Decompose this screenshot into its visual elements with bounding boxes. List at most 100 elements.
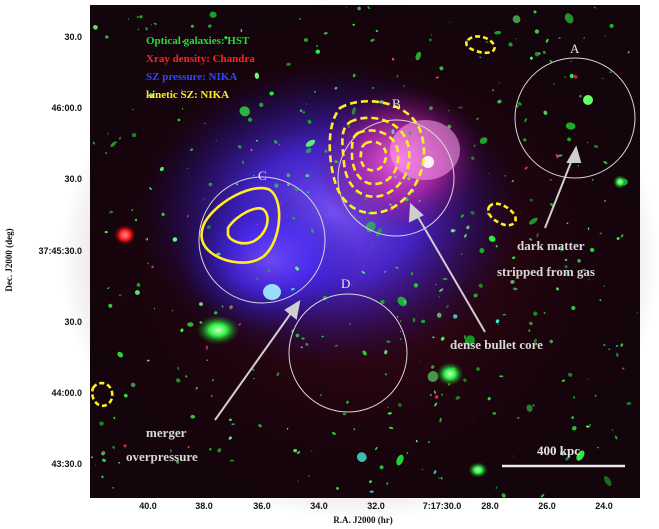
ksz-contour-b-2 (341, 116, 411, 198)
galaxy-speck (353, 428, 356, 431)
galaxy-speck (221, 305, 224, 308)
galaxy-speck (386, 340, 391, 343)
galaxy-speck (295, 333, 300, 338)
galaxy-speck (113, 416, 116, 420)
galaxy-speck (526, 404, 533, 412)
galaxy-speck (171, 309, 174, 312)
galaxy-speck (299, 109, 303, 113)
galaxy-speck (254, 72, 260, 79)
galaxy-speck (150, 24, 152, 26)
galaxy-speck (303, 38, 309, 42)
galaxy-speck (323, 32, 328, 35)
galaxy-speck (391, 129, 395, 135)
galaxy-speck (235, 183, 239, 186)
y-tick-label: 30.0 (64, 32, 82, 42)
galaxy-speck (211, 394, 213, 398)
arrow-dark-matter (544, 151, 576, 229)
galaxy-speck (364, 196, 369, 201)
ksz-contour-c-outer (200, 186, 281, 264)
galaxy-speck (146, 237, 149, 241)
galaxy-speck (588, 278, 590, 281)
galaxy-speck (396, 74, 399, 78)
galaxy-speck (585, 425, 590, 428)
galaxy-speck (599, 232, 603, 235)
bright-galaxy (196, 315, 240, 345)
galaxy-speck (421, 469, 424, 470)
galaxy-speck (601, 77, 604, 79)
galaxy-speck (308, 475, 310, 477)
galaxy-speck (375, 29, 379, 33)
x-tick-label: 24.0 (595, 501, 613, 511)
galaxy-speck (356, 452, 367, 462)
galaxy-speck (101, 458, 107, 462)
legend-optical: Optical galaxies: HST (146, 35, 250, 47)
galaxy-speck (134, 218, 138, 222)
galaxy-speck (495, 319, 500, 324)
galaxy-speck (497, 99, 502, 104)
galaxy-speck (159, 166, 164, 172)
galaxy-speck (636, 311, 638, 314)
galaxy-speck (396, 454, 404, 466)
y-tick-label: 43:30.0 (51, 459, 82, 469)
galaxy-speck (577, 165, 580, 167)
galaxy-speck (379, 465, 384, 470)
galaxy-speck (583, 36, 585, 40)
galaxy-speck (146, 359, 150, 362)
galaxy-speck (517, 102, 522, 106)
galaxy-speck (472, 417, 474, 419)
x-tick-label: 32.0 (367, 501, 385, 511)
galaxy-speck (603, 285, 605, 288)
galaxy-speck (415, 440, 418, 443)
galaxy-speck (93, 24, 98, 30)
galaxy-speck (315, 49, 321, 54)
galaxy-speck (533, 10, 537, 14)
galaxy-speck (305, 103, 308, 105)
x-tick-label: 7:17:30.0 (423, 501, 462, 511)
region-circle-a (514, 57, 636, 179)
galaxy-speck (136, 15, 140, 19)
galaxy-speck (302, 111, 306, 114)
galaxy-speck (101, 451, 106, 456)
galaxy-speck (224, 36, 228, 40)
galaxy-speck (523, 138, 527, 142)
bright-galaxy (436, 362, 464, 386)
galaxy-speck (123, 393, 128, 398)
galaxy-speck (564, 265, 568, 269)
galaxy-speck (208, 24, 212, 28)
galaxy-speck (228, 418, 232, 422)
galaxy-speck (569, 73, 574, 79)
galaxy-speck (510, 280, 515, 284)
galaxy-speck (501, 493, 506, 498)
x-tick-label: 28.0 (481, 501, 499, 511)
galaxy-speck (389, 203, 392, 206)
galaxy-speck (397, 296, 407, 307)
galaxy-speck (334, 86, 338, 90)
galaxy-speck (478, 283, 483, 288)
galaxy-speck (512, 455, 514, 457)
galaxy-speck (292, 217, 296, 220)
y-tick-label: 44:00.0 (51, 388, 82, 398)
galaxy-speck (609, 71, 612, 73)
galaxy-speck (418, 199, 421, 202)
galaxy-speck (565, 457, 569, 461)
galaxy-speck (394, 175, 397, 179)
galaxy-speck (400, 330, 401, 333)
galaxy-speck (499, 375, 504, 378)
galaxy-speck (105, 152, 108, 155)
galaxy-speck (324, 149, 328, 153)
galaxy-speck (252, 174, 255, 177)
galaxy-speck (195, 386, 198, 390)
galaxy-speck (434, 395, 439, 399)
galaxy-speck (311, 228, 314, 233)
galaxy-speck (376, 228, 382, 237)
annotation-dark-matter-line2: stripped from gas (497, 264, 595, 279)
galaxy-speck (432, 336, 435, 339)
ksz-contour-b-inner (359, 140, 388, 172)
galaxy-speck (626, 401, 632, 406)
galaxy-speck (384, 270, 386, 273)
galaxy-speck (592, 248, 594, 251)
legend-xray: Xray density: Chandra (146, 53, 255, 65)
galaxy-speck (620, 343, 624, 347)
galaxy-speck (476, 117, 479, 120)
